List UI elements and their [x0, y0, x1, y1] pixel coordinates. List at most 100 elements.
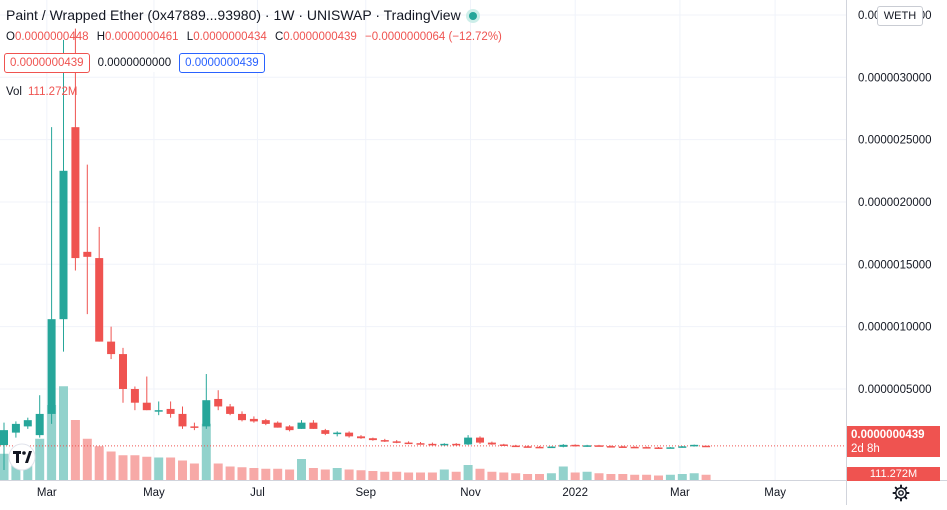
candle-body: [380, 440, 389, 442]
volume-bar: [404, 472, 414, 480]
candle-body: [368, 438, 377, 441]
candle-body: [606, 446, 615, 448]
volume-label: Vol: [6, 86, 22, 98]
low-label: L: [186, 31, 194, 43]
volume-bar: [558, 466, 568, 480]
candle-body: [476, 437, 484, 443]
candle: [321, 428, 330, 436]
volume-bar: [606, 474, 616, 480]
candle: [571, 444, 580, 447]
volume-bar: [94, 446, 104, 480]
candle-body: [297, 422, 306, 429]
candle-body: [464, 437, 473, 445]
volume-bar: [297, 459, 306, 480]
symbol-legend: Paint / Wrapped Ether (0x47889...93980) …: [6, 7, 477, 23]
volume-bar: [535, 474, 544, 480]
candle-body: [618, 446, 627, 448]
candle: [535, 446, 544, 449]
time-tick-label: Mar: [670, 487, 690, 499]
candle-body: [345, 432, 354, 437]
candle: [416, 441, 425, 445]
volume-bar: [570, 472, 580, 480]
volume-bar: [368, 471, 378, 480]
spread-value: 0.0000000000: [95, 54, 174, 72]
candle: [666, 447, 675, 449]
currency-button[interactable]: WETH: [877, 6, 923, 26]
candle-body: [0, 430, 8, 446]
candle-body: [428, 443, 437, 446]
price-tick-label: 0.0000020000: [858, 197, 932, 209]
volume-bar: [439, 469, 449, 480]
volume-bar: [344, 469, 354, 480]
time-tick-label: May: [764, 487, 786, 499]
gear-icon[interactable]: [892, 484, 910, 502]
volume-bar: [106, 451, 116, 480]
volume-bar: [546, 473, 556, 480]
candle: [0, 422, 8, 471]
candle: [166, 401, 175, 418]
close-label: C: [274, 31, 284, 43]
candle: [702, 445, 711, 448]
volume-bar: [642, 474, 652, 480]
symbol-title[interactable]: Paint / Wrapped Ether (0x47889...93980) …: [6, 7, 461, 23]
candle-body: [642, 447, 651, 449]
candle: [464, 435, 473, 446]
candle-body: [190, 426, 199, 428]
candle-body: [559, 444, 568, 447]
open-label: O: [6, 31, 15, 43]
candle: [130, 386, 139, 411]
high-value: 0.0000000461: [105, 31, 179, 43]
candle: [476, 436, 484, 444]
candle-body: [226, 406, 235, 414]
candle-body: [23, 420, 32, 427]
candle-body: [321, 430, 330, 434]
candle-body: [273, 422, 282, 428]
candle-body: [178, 413, 187, 427]
volume-bar: [249, 468, 259, 480]
volume-bar: [392, 471, 402, 480]
candle: [59, 39, 68, 352]
volume-bar: [594, 473, 604, 480]
candle: [559, 444, 568, 448]
time-tick-label: 2022: [562, 487, 588, 499]
volume-bar: [47, 405, 57, 480]
candle-body: [690, 444, 699, 447]
candle: [333, 431, 342, 437]
candle-body: [249, 418, 258, 422]
candle: [583, 444, 592, 447]
candle-body: [309, 422, 318, 429]
time-tick-label: Sep: [356, 487, 376, 499]
last-price-box[interactable]: 0.0000000439: [4, 53, 90, 73]
candle-body: [333, 432, 342, 435]
candle: [618, 445, 627, 448]
volume-bar: [237, 467, 247, 480]
last-price-tag-value: 0.0000000439: [851, 429, 925, 441]
volume-bar: [701, 474, 711, 480]
volume-bar: [225, 466, 235, 480]
bid-price-box[interactable]: 0.0000000439: [179, 53, 265, 73]
volume-bar: [70, 420, 80, 480]
last-price-tag: 0.0000000439 2d 8h: [847, 426, 940, 457]
candle-body: [392, 441, 401, 443]
candle-body: [11, 423, 20, 433]
open-value: 0.0000000448: [14, 31, 89, 43]
candle-body: [595, 445, 603, 447]
price-tick-label: 0.0000010000: [858, 322, 932, 334]
volume-bar: [130, 455, 140, 480]
volume-axis-tag: 111.272M: [847, 467, 940, 481]
candle: [630, 446, 639, 449]
candle-body: [535, 446, 544, 449]
time-tick-label: Nov: [460, 487, 481, 499]
candle-body: [202, 400, 211, 427]
candle-body: [238, 413, 246, 421]
volume-bar: [630, 474, 640, 480]
volume-bar: [665, 474, 675, 480]
volume-bar: [273, 468, 283, 480]
high-label: H: [96, 31, 106, 43]
volume-bar: [118, 455, 128, 480]
candle-body: [59, 170, 68, 320]
tradingview-logo-icon: [8, 443, 36, 471]
candle: [142, 376, 151, 411]
